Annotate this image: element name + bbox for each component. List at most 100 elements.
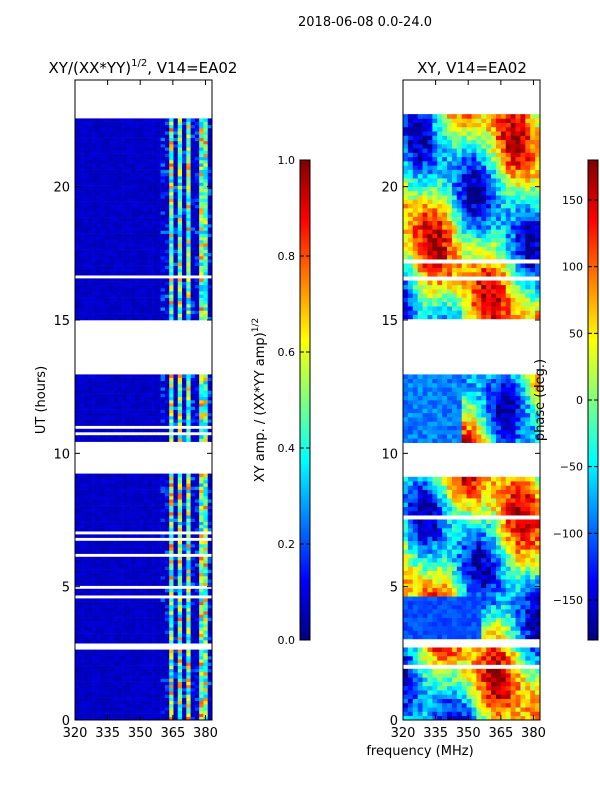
- amp-cell: [207, 124, 213, 129]
- amp-cell: [134, 310, 140, 314]
- amp-cell: [104, 614, 110, 618]
- amp-cell: [113, 486, 119, 490]
- amp-cell: [186, 176, 191, 180]
- amp-cell: [113, 710, 119, 714]
- amp-cell: [169, 633, 174, 638]
- amp-cell: [156, 560, 161, 564]
- amp-cell: [113, 694, 119, 698]
- amp-cell: [190, 608, 196, 612]
- amp-cell: [134, 688, 140, 692]
- amp-cell: [134, 486, 140, 490]
- amp-cell: [100, 403, 106, 407]
- amp-cell: [100, 505, 106, 510]
- amp-cell: [182, 176, 187, 180]
- amp-cell: [87, 249, 93, 254]
- amp-cell: [152, 192, 157, 196]
- amp-cell: [177, 179, 183, 183]
- amp-cell: [100, 624, 106, 628]
- amp-cell: [156, 409, 161, 414]
- amp-cell: [92, 195, 97, 199]
- amp-cell: [169, 291, 174, 295]
- amp-cell: [190, 563, 196, 567]
- amp-cell: [160, 480, 166, 484]
- amp-cell: [194, 403, 200, 407]
- amp-cell: [173, 627, 179, 631]
- amp-cell: [134, 160, 140, 164]
- amp-cell: [194, 502, 200, 506]
- amp-cell: [139, 288, 144, 292]
- amp-cell: [134, 547, 140, 551]
- amp-cell: [156, 272, 161, 276]
- amp-cell: [87, 572, 93, 577]
- amp-cell: [169, 236, 174, 241]
- amp-cell: [143, 377, 149, 382]
- amp-cell: [152, 505, 157, 510]
- amp-cell: [96, 659, 101, 663]
- amp-cell: [83, 124, 89, 129]
- amp-cell: [194, 668, 200, 673]
- amp-cell: [194, 240, 200, 244]
- amp-cell: [194, 144, 200, 148]
- amp-cell: [186, 281, 191, 286]
- amp-cell: [177, 483, 183, 487]
- phase-cell: [456, 711, 463, 717]
- amp-cell: [126, 486, 131, 490]
- amp-cell: [203, 576, 209, 580]
- amp-cell: [143, 204, 149, 209]
- amp-cell: [164, 476, 170, 481]
- amp-cell: [92, 214, 97, 218]
- amp-cell: [152, 544, 157, 548]
- amp-cell: [164, 384, 170, 388]
- amp-cell: [164, 291, 170, 295]
- amp-cell: [177, 144, 183, 148]
- amp-cell: [182, 310, 187, 314]
- amp-cell: [83, 707, 89, 711]
- amp-cell: [143, 224, 149, 228]
- amp-cell: [109, 704, 114, 708]
- amp-cell: [186, 652, 191, 657]
- amp-cell: [92, 499, 97, 503]
- amp-cell: [139, 240, 144, 244]
- amp-cell: [87, 412, 93, 417]
- amp-cell: [134, 704, 140, 708]
- amp-cell: [143, 201, 149, 206]
- amp-cell: [126, 284, 131, 289]
- amp-cell: [160, 166, 166, 170]
- amp-cell: [169, 659, 174, 663]
- amp-cell: [164, 396, 170, 401]
- amp-cell: [207, 384, 213, 388]
- amp-cell: [122, 550, 127, 554]
- amp-cell: [156, 217, 161, 222]
- amp-cell: [186, 217, 191, 222]
- amp-cell: [134, 172, 140, 177]
- amp-cell: [182, 576, 187, 580]
- amp-cell: [139, 508, 144, 513]
- amp-cell: [87, 688, 93, 692]
- amp-cell: [164, 681, 170, 686]
- amp-cell: [134, 617, 140, 622]
- amp-cell: [87, 569, 93, 574]
- amp-cell: [83, 316, 89, 321]
- amp-cell: [190, 572, 196, 577]
- amp-cell: [134, 284, 140, 289]
- amp-cell: [75, 592, 80, 596]
- amp-cell: [147, 588, 153, 593]
- amp-cell: [83, 428, 89, 433]
- amp-cell: [160, 617, 166, 622]
- amp-cell: [177, 473, 183, 478]
- amp-cell: [207, 304, 213, 308]
- amp-cell: [152, 563, 157, 567]
- amp-cell: [134, 438, 140, 442]
- amp-cell: [194, 134, 200, 138]
- amp-cell: [160, 150, 166, 154]
- amp-cell: [117, 124, 123, 129]
- amp-cell: [134, 201, 140, 206]
- amp-cell: [92, 611, 97, 615]
- amp-cell: [134, 668, 140, 673]
- amp-cell: [160, 214, 166, 218]
- amp-cell: [147, 716, 153, 721]
- amp-cell: [177, 374, 183, 378]
- amp-cell: [160, 716, 166, 721]
- amp-cell: [130, 592, 136, 596]
- amp-cell: [207, 480, 213, 484]
